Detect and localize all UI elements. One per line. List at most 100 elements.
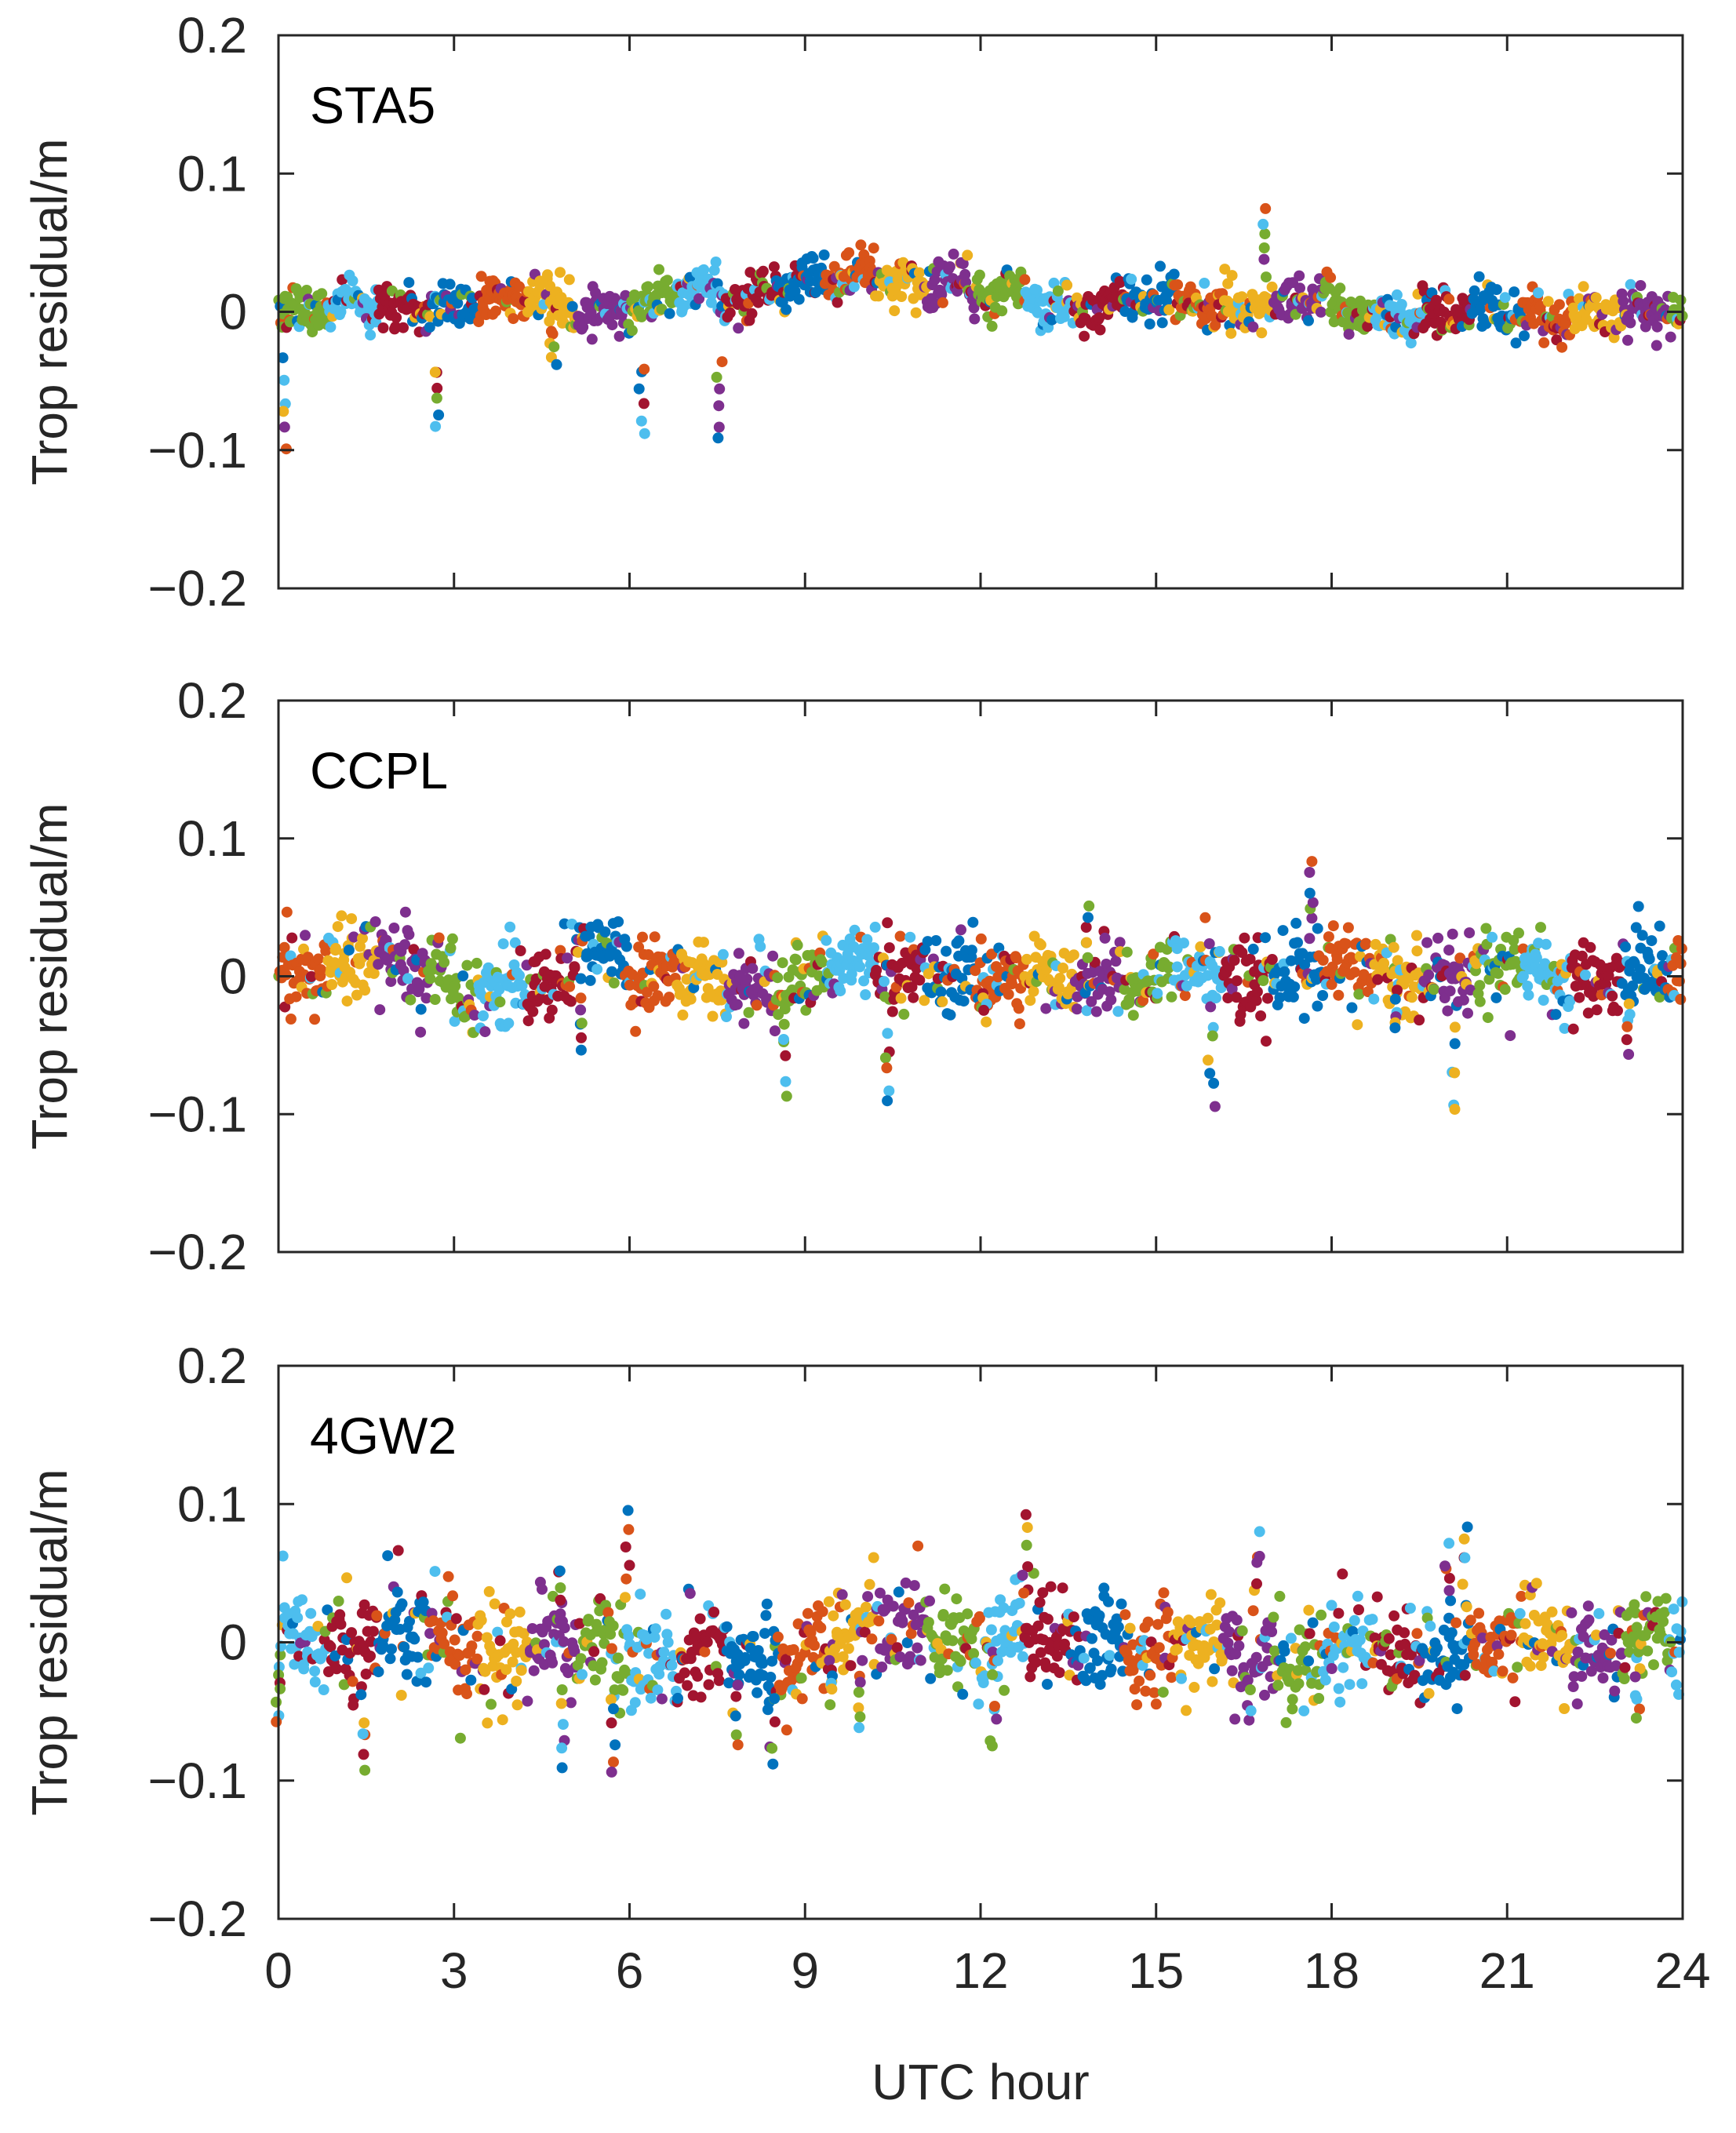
data-point — [1032, 1620, 1044, 1632]
data-point — [738, 1017, 750, 1029]
data-point — [897, 1617, 908, 1629]
data-point — [1110, 955, 1122, 967]
data-point — [1556, 341, 1568, 353]
data-point — [1337, 1568, 1348, 1580]
data-point — [457, 970, 469, 981]
data-point — [1344, 1679, 1356, 1691]
data-point — [1222, 992, 1234, 1004]
data-point — [1385, 1649, 1396, 1661]
data-point — [1259, 1689, 1270, 1701]
data-point — [966, 945, 977, 956]
data-point — [338, 1679, 350, 1691]
outlier-point — [620, 1592, 631, 1603]
y-tick-label: −0.2 — [148, 1224, 247, 1280]
outlier-point — [854, 1676, 866, 1688]
data-point — [541, 269, 553, 281]
data-point — [1134, 1675, 1145, 1687]
outlier-point — [623, 1523, 635, 1535]
outlier-point — [824, 1699, 836, 1711]
data-point — [1567, 1023, 1579, 1035]
data-point — [398, 322, 409, 333]
outlier-point — [1080, 922, 1092, 933]
data-point — [879, 976, 890, 988]
data-point — [450, 1613, 462, 1625]
data-point — [883, 942, 895, 954]
data-point — [1205, 1001, 1217, 1013]
data-point — [365, 1651, 376, 1662]
data-point — [1099, 932, 1111, 944]
data-point — [1179, 990, 1191, 1002]
data-point — [1119, 1609, 1131, 1621]
data-point — [1042, 1614, 1054, 1625]
data-point — [1303, 1604, 1315, 1616]
data-point — [1266, 1626, 1278, 1637]
outlier-point — [1258, 242, 1270, 253]
data-point — [1052, 285, 1064, 297]
data-point — [482, 962, 494, 974]
outlier-point — [1083, 900, 1095, 912]
data-point — [929, 274, 941, 286]
data-point — [1242, 1674, 1254, 1686]
data-point — [1475, 304, 1487, 315]
data-point — [886, 1006, 898, 1017]
data-point — [1323, 931, 1334, 943]
data-point — [642, 281, 654, 293]
data-point — [1156, 317, 1168, 329]
outlier-point — [1449, 1021, 1461, 1033]
data-point — [698, 264, 710, 275]
data-point — [290, 991, 302, 1003]
data-point — [1443, 293, 1455, 305]
data-point — [300, 285, 312, 296]
data-point — [1131, 1699, 1143, 1711]
data-point — [876, 1662, 888, 1673]
data-point — [904, 931, 916, 943]
data-point — [767, 950, 779, 962]
data-point — [1203, 938, 1215, 949]
data-point — [586, 333, 598, 345]
data-point — [1145, 1669, 1156, 1681]
data-point — [903, 1597, 915, 1609]
data-point — [1523, 989, 1534, 1001]
data-point — [919, 944, 931, 955]
data-point — [717, 948, 729, 960]
data-point — [1269, 1645, 1280, 1657]
data-point — [1396, 299, 1407, 310]
data-point — [699, 1646, 711, 1658]
data-point — [540, 948, 551, 960]
data-point — [1499, 292, 1511, 304]
outlier-point — [606, 1694, 617, 1705]
outlier-point — [853, 1687, 864, 1698]
data-point — [733, 1669, 745, 1680]
data-point — [900, 1577, 912, 1589]
data-point — [1024, 1671, 1036, 1683]
data-point — [1103, 1596, 1114, 1607]
data-point — [894, 930, 906, 942]
data-point — [768, 261, 780, 273]
panel-title: 4GW2 — [310, 1407, 457, 1465]
data-point — [1236, 1625, 1248, 1636]
outlier-point — [732, 1739, 744, 1751]
outlier-point — [1443, 1572, 1455, 1584]
data-point — [1287, 1703, 1298, 1715]
data-point — [1105, 994, 1117, 1006]
data-point — [1188, 1681, 1200, 1693]
data-point — [1277, 925, 1289, 937]
data-point — [1567, 1681, 1579, 1692]
data-point — [1510, 337, 1522, 349]
data-point — [912, 1642, 923, 1654]
outlier-point — [714, 383, 726, 395]
data-point — [755, 941, 766, 952]
data-point — [649, 1632, 661, 1643]
data-point — [606, 966, 617, 977]
outlier-point — [986, 1740, 998, 1752]
data-point — [1079, 330, 1090, 342]
data-point — [1512, 1662, 1523, 1673]
data-point — [482, 1717, 493, 1729]
data-point — [1650, 340, 1662, 351]
data-point — [895, 992, 907, 1004]
data-point — [558, 1636, 570, 1647]
data-point — [527, 1006, 539, 1017]
data-point — [1307, 1617, 1319, 1629]
data-point — [1354, 1634, 1366, 1646]
data-point — [643, 1647, 655, 1659]
